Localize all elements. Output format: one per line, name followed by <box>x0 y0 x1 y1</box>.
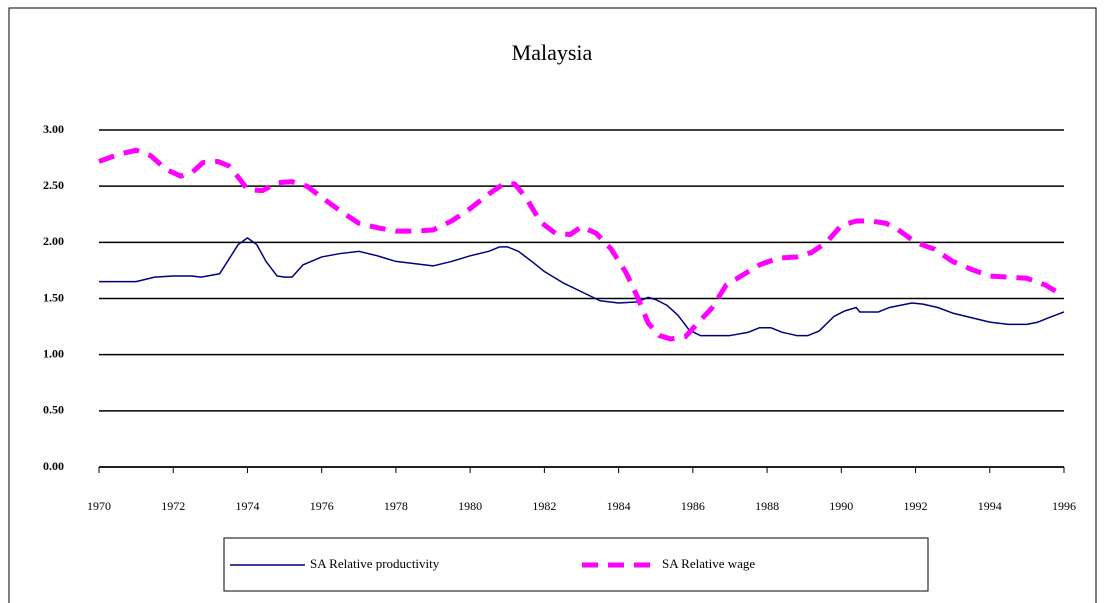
y-tick-label: 3.00 <box>43 122 64 136</box>
chart-frame <box>8 7 1097 603</box>
data-line <box>98 147 1066 342</box>
x-tick-label: 1990 <box>829 499 853 513</box>
x-tick-label: 1976 <box>310 499 334 513</box>
x-tick-label: 1988 <box>755 499 779 513</box>
y-tick-label: 1.50 <box>43 290 64 304</box>
legend-box <box>223 537 929 592</box>
x-tick-label: 1984 <box>607 499 631 513</box>
x-tick-label: 1986 <box>681 499 705 513</box>
x-tick-label: 1970 <box>87 499 111 513</box>
y-tick-label: 2.50 <box>43 178 64 192</box>
legend-label: SA Relative productivity <box>310 556 440 571</box>
y-tick-label: 1.00 <box>43 346 64 360</box>
x-tick-label: 1978 <box>384 499 408 513</box>
x-tick-label: 1982 <box>532 499 556 513</box>
x-tick-label: 1996 <box>1052 499 1076 513</box>
x-tick-label: 1992 <box>904 499 928 513</box>
y-tick-label: 0.50 <box>43 403 64 417</box>
x-tick-label: 1974 <box>235 499 259 513</box>
y-tick-label: 0.00 <box>43 459 64 473</box>
x-tick-label: 1980 <box>458 499 482 513</box>
data-line <box>99 237 1065 337</box>
x-tick-label: 1994 <box>978 499 1002 513</box>
legend-label: SA Relative wage <box>662 556 755 571</box>
x-tick-label: 1972 <box>161 499 185 513</box>
y-tick-label: 2.00 <box>43 234 64 248</box>
chart-title: Malaysia <box>512 40 593 65</box>
